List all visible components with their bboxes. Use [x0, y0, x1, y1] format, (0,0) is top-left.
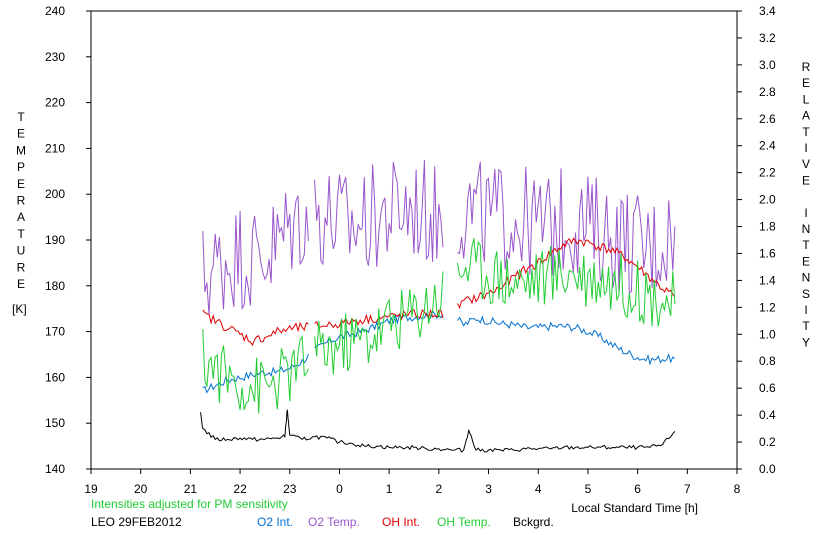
right-tick-label: 1.6 — [759, 246, 776, 260]
left-axis-letter: E — [17, 277, 25, 291]
x-tick-label: 2 — [436, 482, 443, 496]
right-axis-letter: S — [802, 287, 810, 301]
right-tick-label: 0.4 — [759, 408, 776, 422]
left-tick-label: 160 — [45, 370, 65, 384]
axis-labels: 1401501601701801902002102202302400.00.20… — [16, 4, 811, 496]
left-axis-letter: E — [17, 177, 25, 191]
left-tick-label: 150 — [45, 416, 65, 430]
right-axis-letter: I — [804, 303, 807, 317]
right-axis-letter: E — [802, 76, 810, 90]
right-axis-letter: T — [802, 238, 810, 252]
legend-item: O2 Int. — [257, 515, 293, 529]
legend-item: OH Temp. — [437, 515, 491, 529]
right-axis-letter: E — [802, 173, 810, 187]
x-tick-label: 8 — [734, 482, 741, 496]
left-tick-label: 200 — [45, 187, 65, 201]
series-line-oh-temp — [202, 238, 676, 414]
left-tick-label: 230 — [45, 50, 65, 64]
site-date-label: LEO 29FEB2012 — [91, 515, 182, 529]
right-tick-label: 3.2 — [759, 31, 776, 45]
right-tick-label: 0.0 — [759, 462, 776, 476]
right-axis-letter: L — [803, 92, 810, 106]
right-tick-label: 0.6 — [759, 381, 776, 395]
left-tick-label: 170 — [45, 325, 65, 339]
left-axis-letter: T — [17, 227, 25, 241]
left-tick-label: 180 — [45, 279, 65, 293]
x-axis-title: Local Standard Time [h] — [571, 501, 698, 515]
right-tick-label: 3.4 — [759, 4, 776, 18]
legend-item: Bckgrd. — [513, 515, 554, 529]
x-tick-label: 20 — [134, 482, 148, 496]
right-axis-letter: E — [802, 254, 810, 268]
right-tick-label: 2.0 — [759, 193, 776, 207]
right-axis-letter: N — [802, 271, 811, 285]
x-tick-label: 5 — [585, 482, 592, 496]
right-axis-letter: T — [802, 319, 810, 333]
left-axis-letter: A — [17, 210, 25, 224]
right-axis-letter: Y — [802, 335, 810, 349]
left-tick-label: 220 — [45, 96, 65, 110]
right-tick-label: 1.2 — [759, 300, 776, 314]
x-tick-label: 22 — [233, 482, 247, 496]
x-tick-label: 3 — [485, 482, 492, 496]
left-axis-letter: U — [17, 244, 26, 258]
right-tick-label: 1.0 — [759, 327, 776, 341]
x-tick-label: 23 — [283, 482, 297, 496]
right-axis-letter: I — [804, 141, 807, 155]
series-line-bckgrd — [199, 409, 676, 453]
right-tick-label: 2.4 — [759, 139, 776, 153]
right-tick-label: 2.2 — [759, 166, 776, 180]
right-tick-label: 0.2 — [759, 435, 776, 449]
x-tick-label: 1 — [386, 482, 393, 496]
x-tick-label: 7 — [684, 482, 691, 496]
left-tick-label: 240 — [45, 4, 65, 18]
right-axis-letter: A — [802, 109, 810, 123]
right-axis-letter: R — [802, 60, 811, 74]
left-axis-letter: R — [17, 194, 26, 208]
legend-item: OH Int. — [382, 515, 420, 529]
left-axis-letter: E — [17, 127, 25, 141]
left-tick-label: 190 — [45, 233, 65, 247]
left-tick-label: 210 — [45, 141, 65, 155]
right-tick-label: 2.8 — [759, 85, 776, 99]
left-tick-label: 140 — [45, 462, 65, 476]
left-axis-letter: P — [17, 160, 25, 174]
sensitivity-note: Intensities adjusted for PM sensitivity — [91, 497, 288, 511]
right-tick-label: 0.8 — [759, 354, 776, 368]
right-axis-letter: N — [802, 222, 811, 236]
x-tick-label: 19 — [84, 482, 98, 496]
legend-item: O2 Temp. — [308, 515, 360, 529]
right-tick-label: 3.0 — [759, 58, 776, 72]
left-axis-letter: M — [16, 143, 26, 157]
x-tick-label: 21 — [184, 482, 198, 496]
right-tick-label: 2.6 — [759, 112, 776, 126]
left-axis-letter: T — [17, 110, 25, 124]
legend: O2 Int. O2 Temp. OH Int. OH Temp. Bckgrd. — [257, 515, 554, 529]
right-axis-letter: T — [802, 125, 810, 139]
right-axis-letter: I — [804, 206, 807, 220]
x-tick-label: 0 — [336, 482, 343, 496]
axes — [86, 10, 742, 474]
left-axis-unit: [K] — [12, 302, 27, 316]
x-tick-label: 6 — [634, 482, 641, 496]
series-layer — [199, 159, 676, 453]
left-axis-letter: R — [17, 260, 26, 274]
right-tick-label: 1.4 — [759, 273, 776, 287]
x-tick-label: 4 — [535, 482, 542, 496]
series-line-o2-temp — [202, 159, 676, 315]
right-tick-label: 1.8 — [759, 220, 776, 234]
right-axis-letter: V — [802, 157, 810, 171]
